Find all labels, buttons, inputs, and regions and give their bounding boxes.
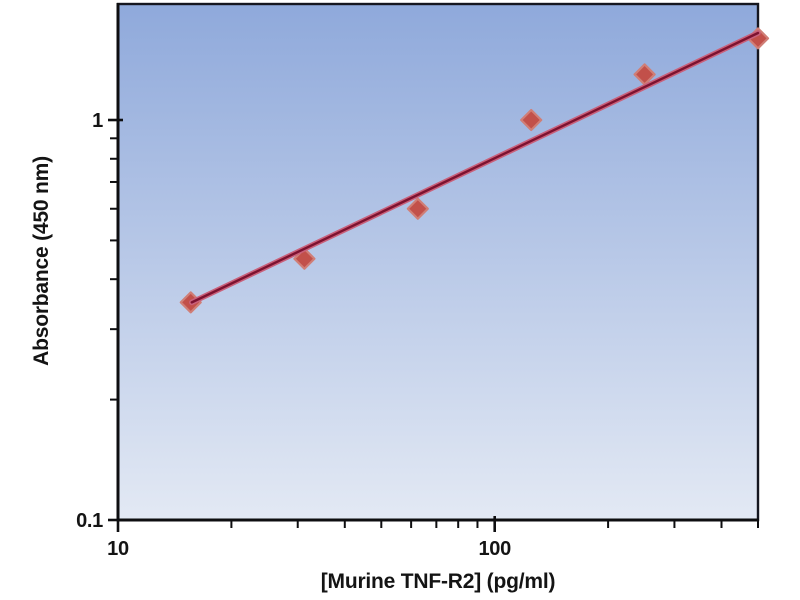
data-point-diamond: [520, 108, 543, 132]
data-point-diamond: [406, 197, 429, 220]
y-axis-title: Absorbance (450 nm): [30, 156, 53, 366]
x-tick-label: 10: [107, 538, 129, 560]
y-tick-label: 0.1: [76, 510, 103, 532]
x-axis-title: [Murine TNF-R2] (pg/ml): [320, 570, 556, 593]
data-point-diamond: [293, 247, 316, 270]
x-tick-label: 100: [478, 538, 511, 560]
y-tick-label: 1: [92, 110, 103, 132]
plot-area: [118, 4, 758, 520]
trend-line: [190, 31, 760, 304]
